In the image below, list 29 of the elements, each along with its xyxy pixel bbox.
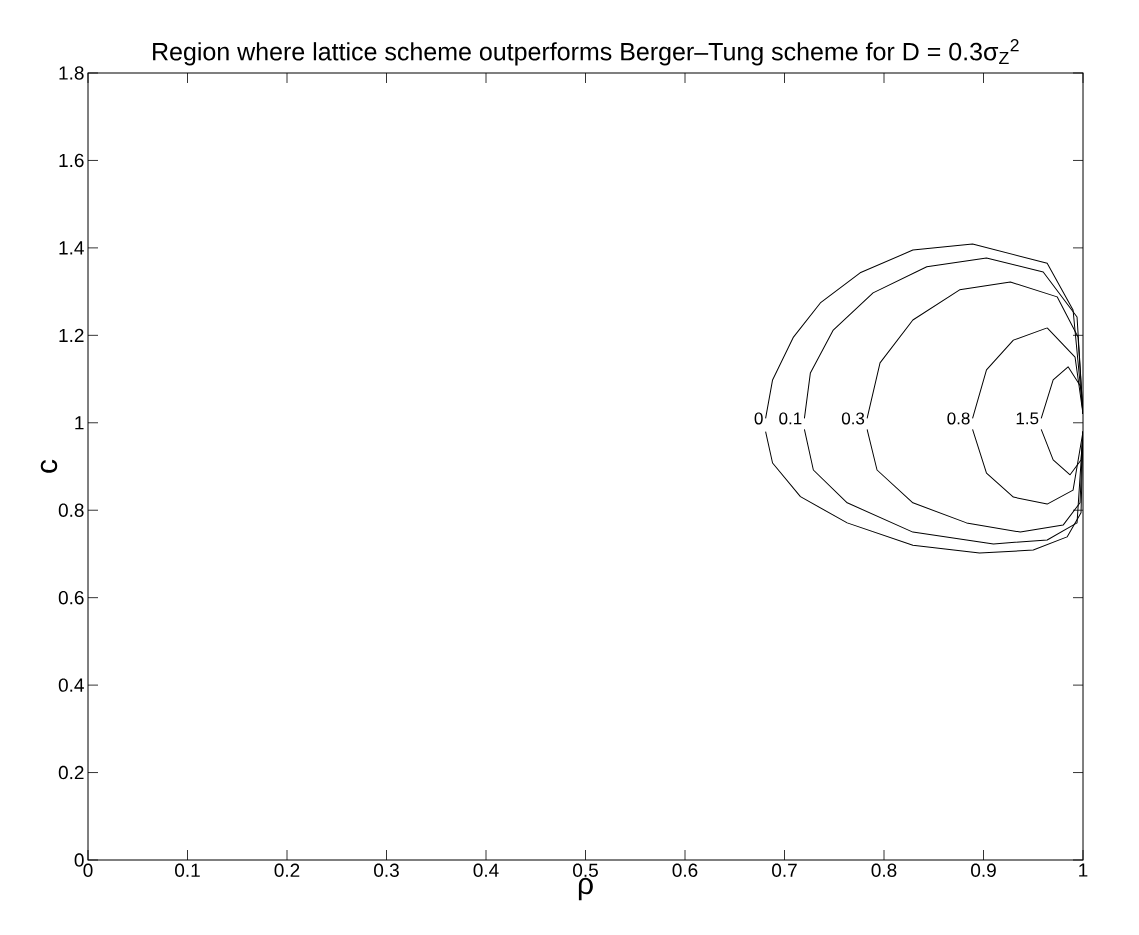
x-tick-label: 0.1 xyxy=(175,863,200,877)
y-tick-label: 1.4 xyxy=(59,241,84,255)
x-tick-label: 1 xyxy=(1079,863,1088,877)
x-tick-label: 0.8 xyxy=(871,863,897,877)
y-tick-label: 0.4 xyxy=(58,678,84,692)
y-tick-label: 1.2 xyxy=(59,328,84,342)
series-label: 0 xyxy=(754,412,763,425)
series-label: 0.1 xyxy=(779,412,802,425)
x-tick-label: 0.5 xyxy=(573,863,598,877)
x-tick-label: 0.6 xyxy=(672,863,698,877)
y-tick-label: 1.6 xyxy=(59,153,84,168)
y-tick-label: 0.8 xyxy=(58,503,84,517)
y-axis-title: c xyxy=(40,459,58,473)
x-axis-title: ρ xyxy=(578,877,593,901)
x-tick-label: 0.4 xyxy=(473,863,499,877)
y-tick-label: 1 xyxy=(75,416,84,430)
y-tick-label: 0.6 xyxy=(58,590,84,605)
x-tick-label: 0.9 xyxy=(971,863,996,877)
y-tick-label: 1.8 xyxy=(59,66,84,80)
y-tick-label: 0.2 xyxy=(58,765,84,780)
x-tick-label: 0.2 xyxy=(274,863,300,877)
x-tick-label: 0.7 xyxy=(772,863,797,877)
x-tick-label: 0 xyxy=(83,863,93,877)
chart-title: Region where lattice scheme outperforms Berger–Tung scheme for D = 0.3σ$_{Z}$2 xyxy=(153,39,1019,66)
y-tick-label: 0 xyxy=(74,853,84,867)
legend-label: 1.5 xyxy=(1016,412,1039,425)
series-label: 0.3 xyxy=(841,412,865,425)
x-tick-label: 0.3 xyxy=(374,863,399,877)
series-label: 0.8 xyxy=(947,412,970,425)
